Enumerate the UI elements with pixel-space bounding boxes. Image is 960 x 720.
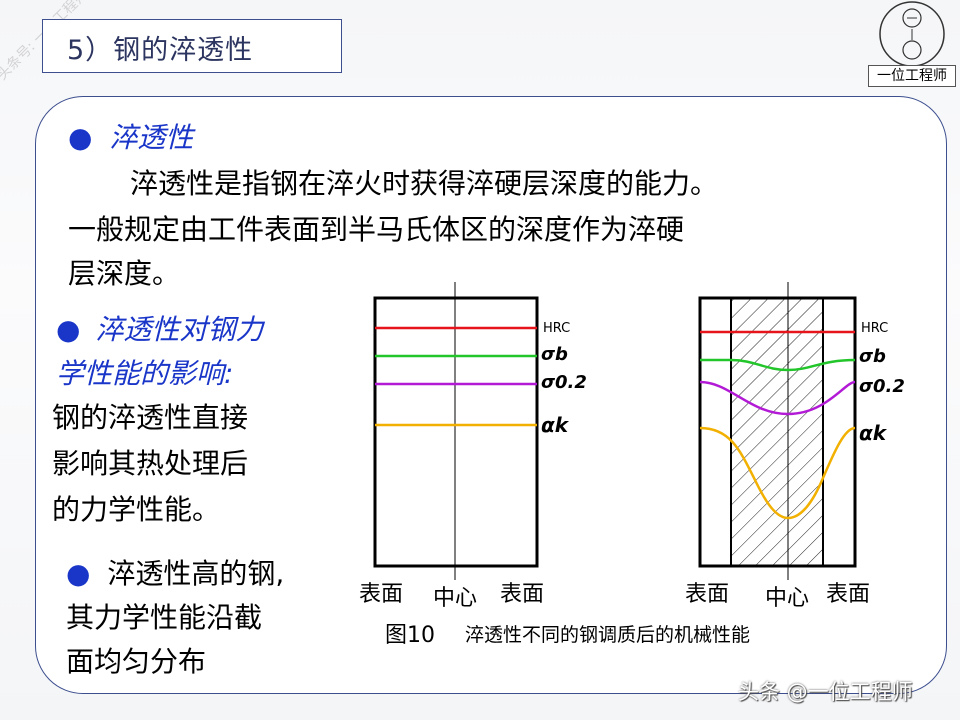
section1-heading-text: 淬透性 <box>109 121 194 154</box>
section3-line-1: ● 淬透性高的钢, <box>66 557 284 591</box>
section1-line-2: 一般规定由工件表面到半马氏体区的深度作为淬硬 <box>68 213 685 246</box>
section2-line-2: 影响其热处理后 <box>52 447 249 480</box>
figure-10: HRC σb σ0.2 αk 表面 中心 表面 HRC σb σ0.2 αk 表… <box>345 280 935 652</box>
left-x-label-surface-1: 表面 <box>359 582 403 607</box>
logo-label: 一位工程师 <box>868 65 956 87</box>
left-x-label-center: 中心 <box>433 586 477 611</box>
left-panel-border <box>373 296 539 568</box>
right-x-label-surface-1: 表面 <box>685 582 729 607</box>
right-label-alpha-k: αk <box>859 421 888 445</box>
right-alpha-k-curve <box>699 426 856 520</box>
right-sigma-b-curve <box>700 358 856 372</box>
right-label-sigma-b: σb <box>859 346 886 367</box>
left-label-hrc: HRC <box>543 321 570 336</box>
bullet-icon: ● <box>66 557 91 590</box>
section1-heading: ● 淬透性 <box>68 121 193 155</box>
section2-heading-2: 学性能的影响: <box>56 357 234 390</box>
section2-line-3: 的力学性能。 <box>52 493 221 526</box>
page-title: 5）钢的淬透性 <box>67 35 254 66</box>
bullet-icon: ● <box>68 121 93 154</box>
section1-line-1: 淬透性是指钢在淬火时获得淬硬层深度的能力。 <box>130 167 719 200</box>
right-hatched-core <box>731 298 823 566</box>
section3-line-2: 其力学性能沿截 <box>66 601 263 634</box>
right-panel: HRC σb σ0.2 αk 表面 中心 表面 <box>685 282 905 611</box>
section3-line-1-text: 淬透性高的钢, <box>107 557 285 590</box>
figure-caption-text: 淬透性不同的钢调质后的机械性能 <box>465 624 750 646</box>
section2-heading-1: ● 淬透性对钢力 <box>56 313 263 347</box>
right-label-hrc: HRC <box>861 321 888 336</box>
section2-line-1: 钢的淬透性直接 <box>52 401 249 434</box>
section2-heading-text-1: 淬透性对钢力 <box>95 313 264 346</box>
section1-line-3: 层深度。 <box>68 257 181 290</box>
right-x-label-surface-2: 表面 <box>826 582 870 607</box>
left-x-label-surface-2: 表面 <box>500 582 544 607</box>
left-label-sigma-b: σb <box>541 344 568 365</box>
section3-line-3: 面均匀分布 <box>66 645 207 678</box>
right-sigma-02-curve <box>699 380 856 416</box>
footer-watermark: 头条 @一位工程师 <box>738 680 913 704</box>
left-label-alpha-k: αk <box>541 413 570 437</box>
right-x-label-center: 中心 <box>765 586 809 611</box>
bullet-icon: ● <box>56 313 81 346</box>
right-label-sigma-02: σ0.2 <box>859 376 905 397</box>
left-panel: HRC σb σ0.2 αk 表面 中心 表面 <box>359 282 587 611</box>
left-label-sigma-02: σ0.2 <box>541 372 587 393</box>
figure-background <box>345 280 935 652</box>
title-box: 5）钢的淬透性 <box>42 19 342 73</box>
right-panel-border <box>698 296 857 568</box>
figure-caption-number: 图10 <box>385 623 435 648</box>
